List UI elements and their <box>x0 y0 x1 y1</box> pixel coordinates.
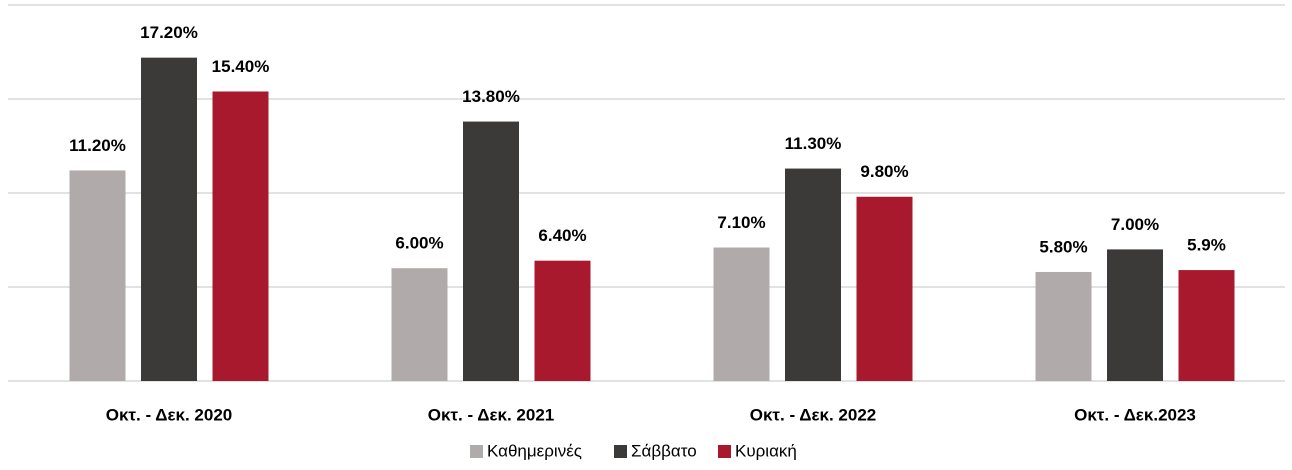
data-label: 5.80% <box>1039 237 1087 256</box>
data-label: 17.20% <box>140 23 198 42</box>
data-label: 7.10% <box>717 213 765 232</box>
bar <box>713 247 770 381</box>
data-label: 9.80% <box>860 162 908 181</box>
legend-label: Καθημερινές <box>487 441 582 460</box>
bar <box>69 170 126 381</box>
data-label: 5.9% <box>1187 236 1226 255</box>
x-tick-label: Οκτ. - Δεκ. 2020 <box>106 405 233 424</box>
legend-label: Σάββατο <box>631 441 697 460</box>
bar <box>785 168 841 381</box>
bar <box>534 260 591 381</box>
data-label: 6.00% <box>395 234 443 253</box>
bar <box>1107 249 1163 381</box>
legend-swatch <box>718 445 731 458</box>
data-label: 6.40% <box>538 226 586 245</box>
bar <box>391 268 448 381</box>
data-label: 7.00% <box>1111 215 1159 234</box>
legend-swatch <box>614 445 627 458</box>
bar <box>141 57 197 381</box>
bar <box>1035 271 1092 381</box>
x-tick-label: Οκτ. - Δεκ. 2021 <box>428 405 555 424</box>
data-label: 15.40% <box>212 57 270 76</box>
bar <box>212 91 269 381</box>
legend-swatch <box>470 445 483 458</box>
data-label: 11.20% <box>69 136 126 155</box>
data-label: 11.30% <box>785 134 842 153</box>
bar <box>463 121 519 381</box>
x-tick-label: Οκτ. - Δεκ. 2022 <box>750 405 877 424</box>
legend-label: Κυριακή <box>735 441 797 460</box>
bar <box>1178 270 1235 381</box>
bar <box>856 196 913 381</box>
data-label: 13.80% <box>462 87 520 106</box>
x-tick-label: Οκτ. - Δεκ.2023 <box>1074 405 1196 424</box>
